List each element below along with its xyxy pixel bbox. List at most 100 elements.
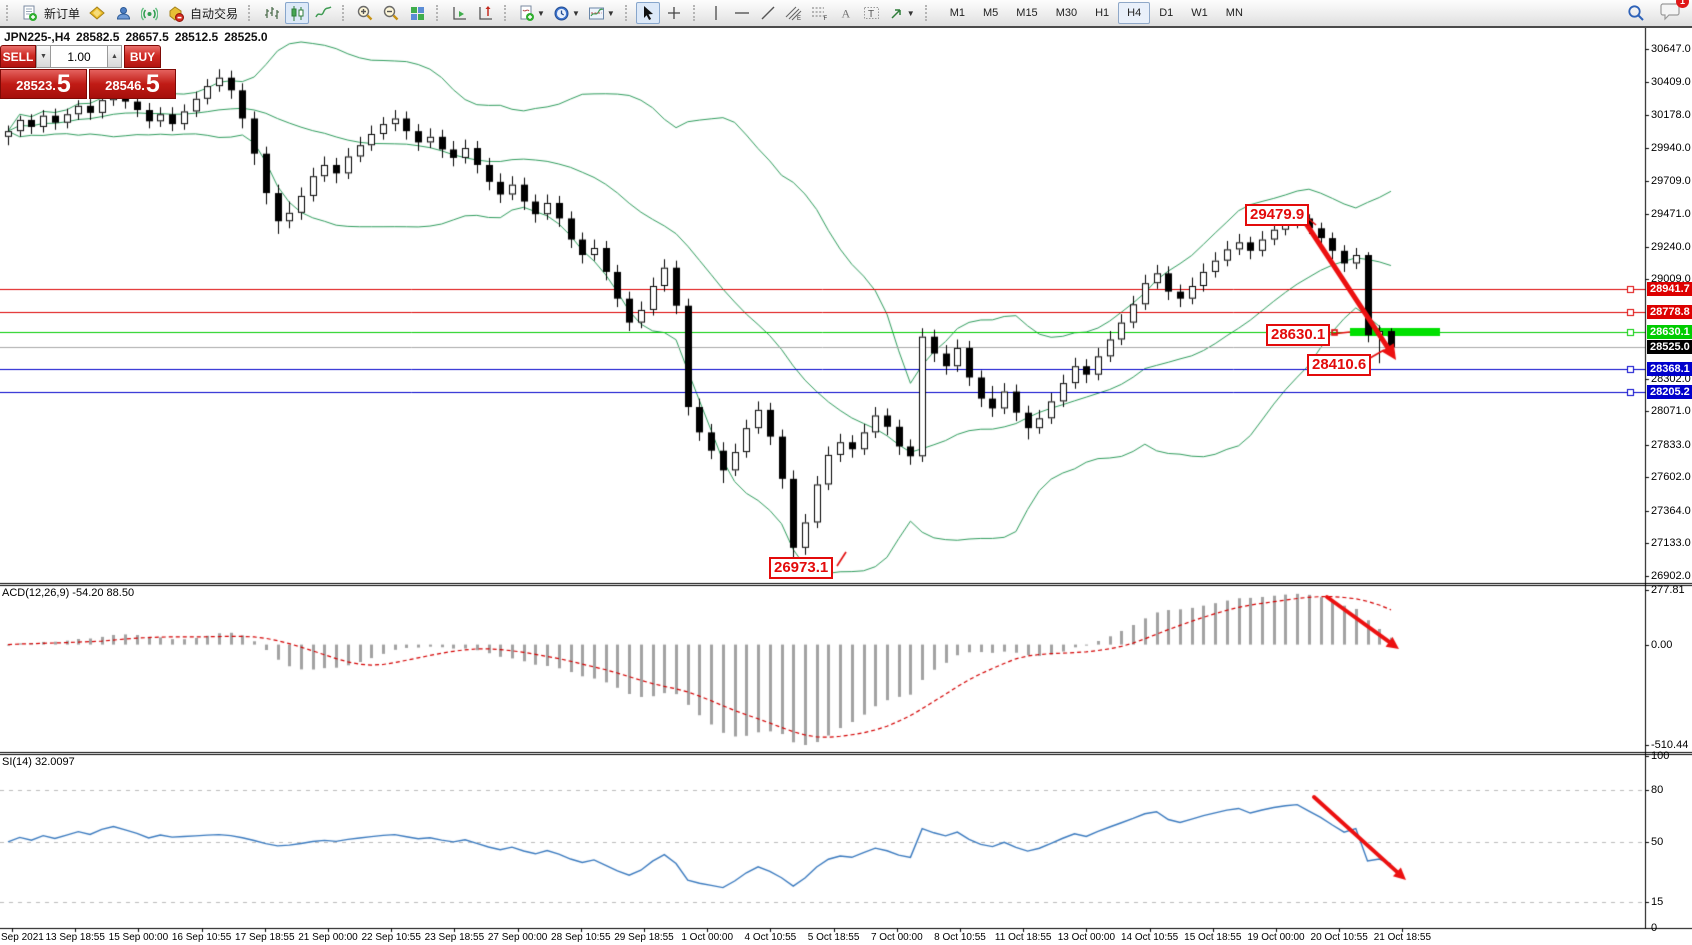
tile-windows-icon[interactable] xyxy=(405,2,429,24)
bar-chart-icon[interactable] xyxy=(259,2,283,24)
svg-text:T: T xyxy=(868,9,874,20)
toolbar-grip xyxy=(692,5,699,21)
trade-widget-prices: 28523. 5 28546. 5 xyxy=(0,69,176,99)
date-tick-label: 14 Oct 10:55 xyxy=(1120,932,1179,943)
level-price-label: 28368.1 xyxy=(1647,362,1692,377)
macd-indicator-label: ACD(12,26,9) -54.20 88.50 xyxy=(2,587,135,599)
level-price-label: 28778.8 xyxy=(1647,304,1692,319)
date-tick-label: 5 Oct 18:55 xyxy=(807,932,860,943)
autotrade-label[interactable]: 自动交易 xyxy=(190,6,239,21)
date-tick-label: 13 Sep 18:55 xyxy=(45,932,105,943)
timeframe-toolbar: M1 M5 M15 M30 H1 H4 D1 W1 MN xyxy=(941,2,1252,24)
date-tick-label: 28 Sep 10:55 xyxy=(551,932,611,943)
chat-icon[interactable]: 1 xyxy=(1660,0,1689,26)
fibonacci-icon[interactable]: F xyxy=(808,2,832,24)
buy-button[interactable]: BUY xyxy=(124,45,161,68)
line-chart-icon[interactable] xyxy=(311,2,335,24)
date-tick-label: 1 Oct 00:00 xyxy=(681,932,734,943)
level-price-label: 28205.2 xyxy=(1647,385,1692,400)
toolbar-grip xyxy=(6,5,12,21)
indicators-add-icon[interactable]: ▼ xyxy=(515,2,548,24)
cursor-icon[interactable] xyxy=(635,2,660,24)
price-tick-label: 28071.0 xyxy=(1651,405,1691,418)
volume-increase-button[interactable]: ▲ xyxy=(107,45,122,68)
sell-price-big: 5 xyxy=(56,70,71,98)
price-tick-label: 27364.0 xyxy=(1651,504,1691,517)
price-tick-label: 27133.0 xyxy=(1651,537,1691,550)
templates-icon[interactable]: ▼ xyxy=(585,2,618,24)
timeframe-M1[interactable]: M1 xyxy=(941,2,974,24)
toolbar-grip xyxy=(504,5,510,21)
quote-close: 28525.0 xyxy=(224,30,268,44)
arrows-icon[interactable]: ▼ xyxy=(886,2,918,24)
annotation-peak-price: 29479.9 xyxy=(1245,204,1310,226)
date-tick-label: 22 Sep 10:55 xyxy=(361,932,421,943)
chevron-down-icon: ▼ xyxy=(571,8,580,18)
timeframe-M30[interactable]: M30 xyxy=(1047,2,1086,24)
timeframe-W1[interactable]: W1 xyxy=(1182,2,1217,24)
horizontal-line-icon[interactable] xyxy=(730,2,754,24)
trendline-icon[interactable] xyxy=(756,2,780,24)
text-icon[interactable]: A xyxy=(834,2,858,24)
zoom-in-icon[interactable] xyxy=(353,2,377,24)
search-icon[interactable] xyxy=(1623,2,1649,24)
text-label-icon[interactable]: T xyxy=(860,2,884,24)
macd-axis-label: 277.81 xyxy=(1651,583,1685,596)
macd-axis-label: -510.44 xyxy=(1651,739,1689,751)
periods-icon[interactable]: ▼ xyxy=(550,2,583,24)
price-tick-label: 27602.0 xyxy=(1651,471,1691,484)
auto-scroll-icon[interactable] xyxy=(447,2,471,24)
buy-price-small: 28546. xyxy=(105,78,145,93)
timeframe-M15[interactable]: M15 xyxy=(1007,2,1046,24)
crosshair-icon[interactable] xyxy=(662,2,686,24)
svg-text:A: A xyxy=(841,7,850,21)
date-tick-label: 20 Oct 10:55 xyxy=(1310,932,1368,943)
sell-button[interactable]: SELL xyxy=(0,45,36,68)
profile-icon[interactable] xyxy=(111,2,135,24)
level-price-label: 28630.1 xyxy=(1647,325,1692,340)
new-order-button[interactable] xyxy=(17,2,41,24)
volume-input[interactable] xyxy=(51,45,107,68)
date-tick-label: 23 Sep 18:55 xyxy=(424,932,485,943)
signal-icon[interactable] xyxy=(137,2,161,24)
zoom-out-icon[interactable] xyxy=(379,2,403,24)
market-watch-icon[interactable] xyxy=(85,2,109,24)
candle-chart-icon[interactable] xyxy=(285,2,310,24)
rsi-axis-label: 100 xyxy=(1651,749,1670,762)
chart-shift-icon[interactable] xyxy=(473,2,497,24)
date-tick-label: 16 Sep 10:55 xyxy=(171,932,232,943)
level-price-label: 28941.7 xyxy=(1647,281,1692,296)
volume-decrease-button[interactable]: ▼ xyxy=(36,45,51,68)
timeframe-H4[interactable]: H4 xyxy=(1118,2,1151,24)
date-tick-label: 4 Oct 10:55 xyxy=(744,932,797,943)
date-tick-label: 17 Sep 18:55 xyxy=(235,932,295,943)
channel-icon[interactable]: E xyxy=(782,2,806,24)
rsi-axis-label: 80 xyxy=(1651,784,1664,797)
new-order-label[interactable]: 新订单 xyxy=(44,6,81,21)
price-tick-label: 29240.0 xyxy=(1651,240,1691,253)
price-tick-label: 30647.0 xyxy=(1651,42,1691,55)
date-tick-label: Sep 2021 xyxy=(1,932,44,943)
toolbar-grip xyxy=(436,5,442,21)
sell-price-button[interactable]: 28523. 5 xyxy=(0,69,87,99)
timeframe-D1[interactable]: D1 xyxy=(1150,2,1182,24)
toolbar-grip xyxy=(624,5,631,21)
price-tick-label: 29709.0 xyxy=(1651,174,1691,187)
vertical-line-icon[interactable] xyxy=(704,2,728,24)
date-tick-label: 13 Oct 00:00 xyxy=(1057,932,1116,943)
svg-text:F: F xyxy=(823,16,827,21)
price-tick-label: 30409.0 xyxy=(1651,76,1691,89)
chevron-down-icon: ▼ xyxy=(537,8,545,18)
autotrade-icon[interactable] xyxy=(163,2,187,24)
buy-price-button[interactable]: 28546. 5 xyxy=(89,69,176,99)
timeframe-MN[interactable]: MN xyxy=(1217,2,1252,24)
price-tick-label: 29471.0 xyxy=(1651,208,1691,221)
timeframe-M5[interactable]: M5 xyxy=(974,2,1007,24)
toolbar-grip xyxy=(342,5,348,21)
buy-price-big: 5 xyxy=(145,70,160,98)
price-tick-label: 29940.0 xyxy=(1651,142,1691,155)
timeframe-H1[interactable]: H1 xyxy=(1086,2,1118,24)
date-tick-label: 21 Sep 00:00 xyxy=(298,932,358,943)
rsi-indicator-label: SI(14) 32.0097 xyxy=(2,756,75,768)
